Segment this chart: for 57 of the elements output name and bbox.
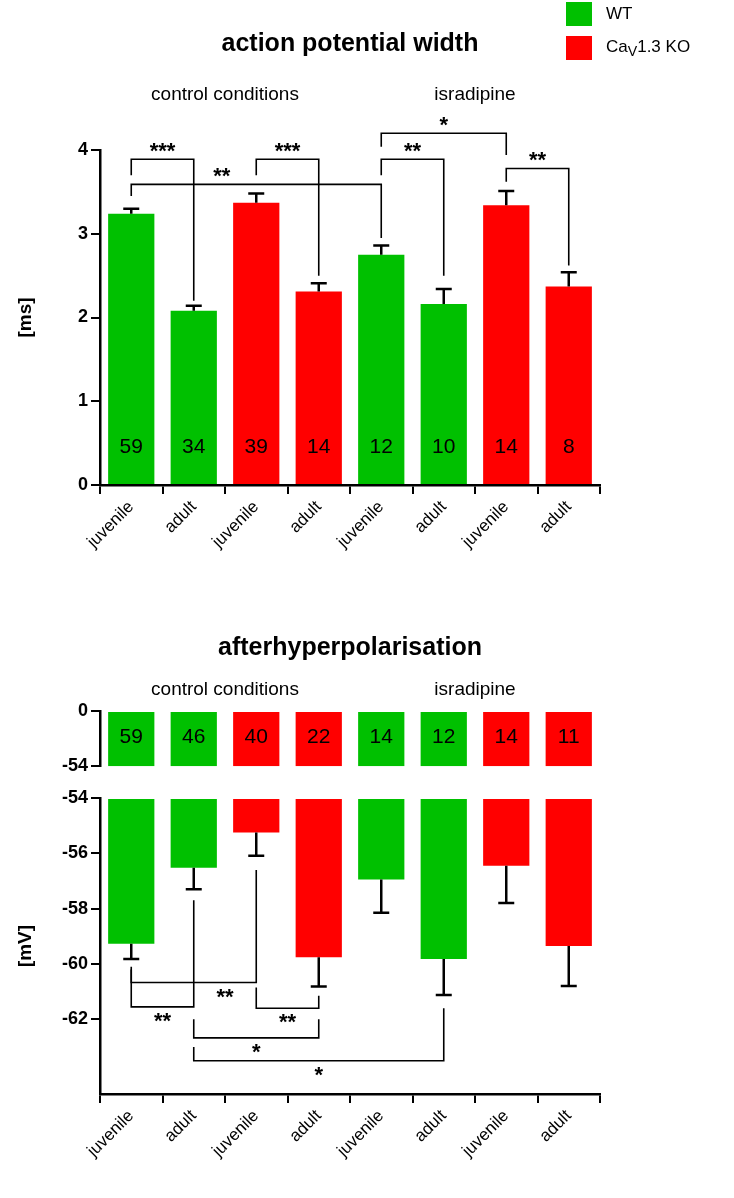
bar	[295, 291, 342, 484]
legend-label: Ca$_{V}$1.3 KO	[606, 36, 691, 60]
annotation: **	[213, 163, 231, 189]
annotation: *	[251, 1038, 261, 1064]
y-tick-label: -58	[61, 897, 88, 918]
text: control conditions	[151, 678, 299, 700]
y-tick-label: 4	[77, 138, 88, 159]
text: *	[439, 112, 449, 138]
y-tick-label: -56	[61, 842, 88, 863]
annotation: 14	[307, 433, 331, 457]
text: isradipine	[434, 83, 516, 105]
annotation: *	[314, 1061, 324, 1087]
y-tick-label: -54	[61, 786, 88, 807]
annotation: 8	[562, 433, 575, 457]
text: control conditions	[151, 83, 299, 105]
annotation: **	[278, 1009, 297, 1035]
y-tick-label: 0	[77, 699, 88, 720]
y-tick-label: -54	[61, 755, 88, 776]
annotation: ***	[149, 138, 176, 164]
annotation: 14	[494, 723, 519, 747]
y-tick-label: 2	[77, 306, 88, 327]
bar	[483, 205, 530, 484]
chart-title: action potential width	[220, 28, 480, 57]
annotation: 46	[182, 723, 206, 747]
annotation: 14	[494, 433, 519, 457]
annotation: 59	[119, 433, 143, 457]
text: isradipine	[434, 678, 516, 700]
annotation: 22	[307, 723, 331, 747]
y-tick-label: 1	[77, 390, 88, 411]
y-axis-title: [mV]	[13, 924, 35, 968]
y-tick-label: 0	[77, 473, 88, 494]
y-axis-title: [ms]	[13, 297, 35, 338]
annotation: 11	[557, 723, 580, 747]
annotation: 10	[432, 433, 456, 457]
y-tick-label: 3	[77, 222, 88, 243]
legend-label: WT	[606, 4, 633, 24]
annotation: **	[403, 138, 422, 164]
annotation: **	[153, 1007, 172, 1033]
bar	[170, 310, 217, 484]
annotation: 12	[432, 723, 456, 747]
annotation: 39	[244, 433, 268, 457]
annotation: **	[528, 147, 547, 173]
annotation: 34	[182, 433, 206, 457]
chart-title: afterhyperpolarisation	[217, 632, 483, 661]
y-tick-label: -60	[61, 952, 88, 973]
y-tick-label: -62	[61, 1008, 88, 1029]
bar	[108, 213, 155, 484]
bar	[233, 202, 280, 484]
bar	[545, 286, 592, 484]
annotation: 59	[119, 723, 143, 747]
annotation: **	[216, 983, 234, 1009]
annotation: 14	[369, 723, 394, 747]
annotation: ***	[274, 138, 301, 164]
bar	[420, 304, 467, 484]
bar	[358, 254, 405, 484]
annotation: 40	[244, 723, 268, 747]
annotation: 12	[369, 433, 393, 457]
